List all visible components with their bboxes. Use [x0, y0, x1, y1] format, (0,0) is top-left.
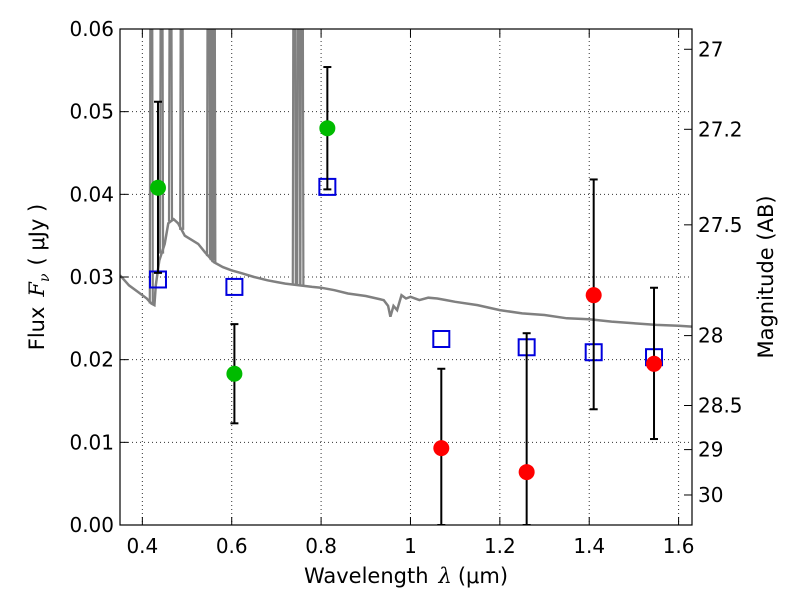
sed-curve [120, 217, 692, 328]
x-tick-label: 0.6 [216, 534, 248, 558]
model-photometry-square [432, 330, 451, 348]
flux-point [518, 464, 535, 481]
y-tick-label: 0.04 [69, 182, 114, 206]
x-tick-label: 1.2 [484, 534, 516, 558]
flux-point [433, 440, 450, 457]
x-tick-label: 1 [404, 534, 417, 558]
model-photometry-square [225, 277, 244, 296]
x-axis-label: Wavelength λ (μm) [304, 564, 508, 588]
right-tick-label: 30 [698, 483, 723, 507]
sed-emission-line [167, 29, 174, 222]
x-tick-label: 0.4 [126, 534, 158, 558]
y-tick-label: 0.01 [69, 430, 114, 454]
right-tick-label: 27.2 [698, 117, 743, 141]
right-tick-label: 28 [698, 324, 723, 348]
flux-point [149, 179, 166, 196]
x-tick-label: 1.6 [663, 534, 695, 558]
y-tick-label: 0.02 [69, 348, 114, 372]
y-tick-label: 0.00 [69, 513, 114, 537]
flux-point [646, 355, 663, 372]
sed-emission-line [179, 29, 185, 230]
sed-emission-line [211, 29, 217, 263]
right-tick-label: 28.5 [698, 394, 743, 418]
sed-emission-line [158, 29, 165, 254]
flux-point [585, 287, 602, 304]
sed-emission-line [148, 29, 154, 304]
y-tick-label: 0.03 [69, 265, 114, 289]
axes-ticks: 0.4 0.6 0.8 1 1.2 1.4 1.6 0.00 0.01 0.02 0.03 0.04 0… [69, 17, 742, 558]
right-tick-label: 27 [698, 37, 723, 61]
y-tick-label: 0.05 [69, 100, 114, 124]
right-tick-label: 27.5 [698, 213, 743, 237]
y-tick-label: 0.06 [69, 17, 114, 41]
y-axis-label: FluxFν( μJy ) [25, 204, 53, 350]
plot-area [120, 29, 692, 525]
x-tick-label: 1.4 [573, 534, 605, 558]
x-tick-label: 0.8 [305, 534, 337, 558]
right-axis-label: Magnitude (AB) [754, 195, 778, 358]
flux-point [319, 120, 336, 137]
flux-point [226, 365, 243, 382]
sed-emission-line [291, 29, 297, 285]
right-tick-label: 29 [698, 438, 723, 462]
sed-emission-line [299, 29, 305, 286]
